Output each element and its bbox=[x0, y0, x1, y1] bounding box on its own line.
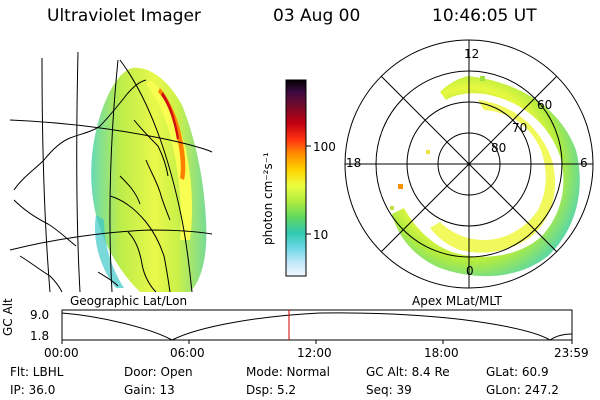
time-label: 10:46:05 UT bbox=[432, 6, 537, 26]
lat-label-80: 80 bbox=[491, 141, 507, 155]
colorbar-label-100: 100 bbox=[313, 140, 336, 154]
geo-grid bbox=[9, 51, 213, 293]
colorbar-unit-label: photon cm⁻²s⁻¹ bbox=[261, 152, 275, 245]
timeline-x-0000: 00:00 bbox=[44, 346, 79, 360]
timeline-x-1800: 18:00 bbox=[424, 346, 459, 360]
info-glon: GLon: 247.2 bbox=[486, 383, 559, 397]
aurora-inner-band bbox=[146, 80, 193, 240]
lat-label-70: 70 bbox=[512, 121, 528, 135]
timeline-axis-label: GC Alt bbox=[1, 298, 15, 336]
geo-coastlines bbox=[13, 79, 171, 293]
gc-alt-curve bbox=[61, 312, 573, 341]
timeline-plot bbox=[61, 309, 573, 344]
info-gain: Gain: 13 bbox=[124, 383, 175, 397]
info-gc-alt: GC Alt: 8.4 Re bbox=[366, 365, 450, 379]
polar-grid bbox=[345, 40, 593, 288]
info-ip: IP: 36.0 bbox=[10, 383, 56, 397]
info-seq: Seq: 39 bbox=[366, 383, 412, 397]
info-dsp: Dsp: 5.2 bbox=[246, 383, 297, 397]
timeline-ticks bbox=[61, 340, 573, 344]
mlt-label-6: 6 bbox=[580, 156, 588, 170]
mlt-label-12: 12 bbox=[464, 47, 480, 61]
info-mode: Mode: Normal bbox=[246, 365, 330, 379]
info-glat: GLat: 60.9 bbox=[486, 365, 549, 379]
lat-label-60: 60 bbox=[537, 98, 553, 112]
timeline-x-1200: 12:00 bbox=[297, 346, 332, 360]
info-filter: Flt: LBHL bbox=[10, 365, 64, 379]
aurora-bright-arc bbox=[158, 88, 186, 180]
timeline-y-max: 9.0 bbox=[30, 308, 50, 322]
colorbar bbox=[285, 79, 307, 277]
aurora-oval-polar-core bbox=[430, 100, 556, 253]
colorbar-label-10: 10 bbox=[313, 228, 329, 242]
aurora-peak-arc bbox=[161, 92, 179, 140]
aurora-polar-spots bbox=[390, 76, 485, 210]
instrument-title: Ultraviolet Imager bbox=[47, 6, 201, 26]
polar-panel-label: Apex MLat/MLT bbox=[412, 294, 502, 308]
timeline-x-2359: 23:59 bbox=[554, 346, 589, 360]
timeline-x-0600: 06:00 bbox=[170, 346, 205, 360]
mlt-label-18: 18 bbox=[346, 156, 362, 170]
date-label: 03 Aug 00 bbox=[273, 6, 361, 26]
timeline-y-min: 1.8 bbox=[30, 329, 50, 343]
info-door: Door: Open bbox=[124, 365, 193, 379]
mlt-label-0: 0 bbox=[466, 264, 474, 278]
geographic-panel-label: Geographic Lat/Lon bbox=[70, 294, 188, 308]
polar-panel bbox=[344, 39, 594, 289]
geographic-panel bbox=[9, 51, 213, 293]
